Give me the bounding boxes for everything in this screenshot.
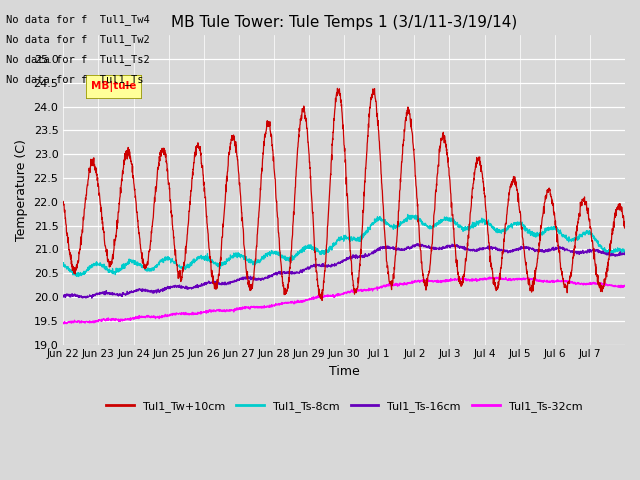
X-axis label: Time: Time	[329, 365, 360, 378]
Text: No data for f  Tul1_Tw2: No data for f Tul1_Tw2	[6, 34, 150, 45]
Legend: Tul1_Tw+10cm, Tul1_Ts-8cm, Tul1_Ts-16cm, Tul1_Ts-32cm: Tul1_Tw+10cm, Tul1_Ts-8cm, Tul1_Ts-16cm,…	[102, 396, 587, 416]
Text: MB|tule: MB|tule	[91, 82, 136, 92]
Text: No data for f  Tul1_Ts: No data for f Tul1_Ts	[6, 74, 144, 85]
Y-axis label: Temperature (C): Temperature (C)	[15, 139, 28, 241]
Title: MB Tule Tower: Tule Temps 1 (3/1/11-3/19/14): MB Tule Tower: Tule Temps 1 (3/1/11-3/19…	[171, 15, 517, 30]
Text: No data for f  Tul1_Ts2: No data for f Tul1_Ts2	[6, 54, 150, 65]
Text: No data for f  Tul1_Tw4: No data for f Tul1_Tw4	[6, 13, 150, 24]
